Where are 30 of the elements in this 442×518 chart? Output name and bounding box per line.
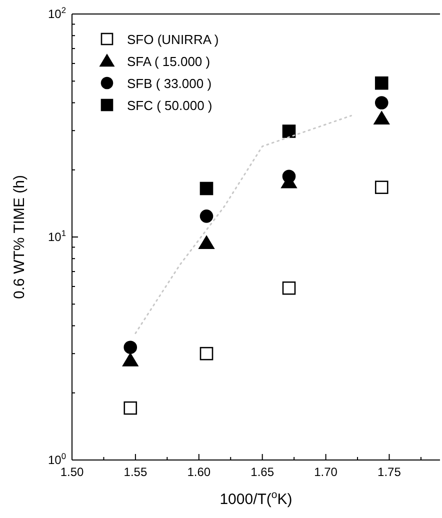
y-tick-label: 10$^{1}$ xyxy=(48,228,66,244)
point xyxy=(374,76,388,90)
legend-label: SFO (UNIRRA ) xyxy=(127,32,219,47)
x-tick-label: 1.70 xyxy=(314,465,338,479)
legend-label: SFC ( 50.000 ) xyxy=(127,98,212,113)
point xyxy=(200,210,214,223)
point xyxy=(198,236,214,250)
point xyxy=(200,346,214,360)
x-tick-label: 1.50 xyxy=(60,465,84,479)
x-tick-label: 1.75 xyxy=(378,465,402,479)
point xyxy=(374,96,388,110)
x-axis-title: 1000/T($^{o}$K) xyxy=(220,489,292,508)
point xyxy=(374,180,388,194)
point xyxy=(282,124,296,138)
point xyxy=(282,170,296,184)
y-tick-label: 10$^{2}$ xyxy=(48,5,66,21)
point xyxy=(124,340,138,354)
y-tick-label: 10$^{0}$ xyxy=(48,451,66,467)
x-tick-label: 1.55 xyxy=(124,465,148,479)
point xyxy=(200,182,214,196)
x-tick-label: 1.65 xyxy=(250,465,274,479)
point xyxy=(374,111,390,125)
x-tick-label: 1.60 xyxy=(187,465,211,479)
point xyxy=(282,281,296,295)
point xyxy=(122,353,138,366)
point xyxy=(124,401,138,415)
legend-label: SFB ( 33.000 ) xyxy=(127,76,212,91)
legend-label: SFA ( 15.000 ) xyxy=(127,54,210,69)
line-series xyxy=(134,114,352,334)
y-axis-title: 0.6 WT% TIME (h) xyxy=(11,175,28,299)
